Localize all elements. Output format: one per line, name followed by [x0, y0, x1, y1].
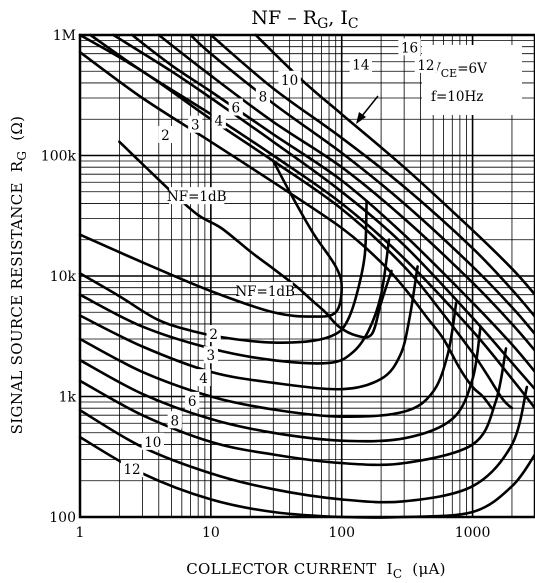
upper-label-bg-14 — [349, 55, 373, 73]
upper-label-bg-12 — [414, 55, 438, 73]
x-tick-label: 100 — [328, 525, 355, 541]
label-12-arrowhead — [356, 112, 366, 124]
y-tick-label: 1k — [59, 390, 77, 406]
lower-label-bg-2 — [206, 325, 221, 343]
lower-label-2: 2 — [209, 327, 218, 343]
upper-label-10: 10 — [281, 73, 298, 89]
lower-label-4: 4 — [199, 371, 208, 387]
lower-label-bg-10 — [141, 432, 164, 450]
lower-label-bg-nf-1db — [237, 282, 293, 300]
y-tick-label: 10k — [50, 269, 77, 285]
upper-label-6: 6 — [231, 101, 240, 117]
lower-label-bg-8 — [167, 411, 182, 429]
lower-label-12: 12 — [123, 462, 140, 478]
x-tick-label: 10 — [202, 525, 220, 541]
upper-label-12: 12 — [417, 58, 434, 74]
lower-curve-2 — [78, 199, 368, 344]
lower-curve-12 — [78, 385, 529, 504]
lower-label-bg-4 — [196, 369, 211, 387]
lower-curve-3 — [78, 238, 391, 365]
chart-title: NF – RG, IC — [251, 7, 358, 32]
freq-condition: f=10Hz — [431, 89, 483, 105]
y-tick-label: 1M — [53, 28, 76, 44]
upper-label-3: 3 — [191, 118, 200, 134]
lower-curve-8 — [78, 325, 482, 443]
upper-label-2: 2 — [161, 128, 170, 144]
upper-curve-14 — [209, 33, 535, 318]
upper-label-bg-nf-1db — [169, 187, 225, 205]
lower-curve-6 — [78, 301, 458, 419]
upper-curve-2 — [78, 50, 493, 410]
lower-label-bg-12 — [120, 460, 144, 478]
upper-curve-12 — [189, 33, 535, 336]
curve-group — [78, 33, 535, 519]
lower-curve-10 — [78, 347, 508, 467]
label-12-pointer — [361, 95, 379, 117]
lower-label-bg-3 — [203, 346, 218, 364]
upper-label-4: 4 — [215, 114, 224, 130]
upper-label-bg-10 — [278, 70, 301, 88]
y-axis-label: SIGNAL SOURCE RESISTANCERG(Ω) — [8, 116, 29, 435]
upper-curve-8 — [130, 33, 535, 374]
upper-label-bg-4 — [211, 111, 226, 129]
x-tick-labels: 1 10 100 1000 — [76, 525, 491, 541]
lower-label-10: 10 — [144, 435, 161, 451]
upper-curve-16 — [254, 33, 535, 296]
upper-label-14: 14 — [352, 57, 369, 73]
upper-label-bg-3 — [188, 115, 203, 133]
y-tick-label: 100k — [41, 149, 77, 165]
lower-label-8: 8 — [170, 413, 179, 429]
lower-label-nf-1db: NF=1dB — [235, 284, 295, 300]
plot-frame — [78, 33, 535, 519]
lower-curve-nf-1db — [78, 159, 343, 318]
x-tick-label: 1 — [76, 525, 85, 541]
y-tick-label: 100 — [49, 510, 76, 526]
upper-label-bg-8 — [255, 87, 271, 105]
y-tick-labels: 100 1k 10k 100k 1M — [41, 28, 77, 526]
upper-label-bg-16 — [398, 38, 421, 56]
lower-label-3: 3 — [207, 348, 216, 364]
lower-label-bg-6 — [185, 391, 200, 409]
upper-curve-4 — [89, 33, 535, 410]
conditions-box — [422, 45, 522, 115]
upper-curve-10 — [157, 33, 535, 352]
upper-curve-6 — [112, 33, 535, 391]
lower-label-6: 6 — [188, 394, 197, 410]
lower-curve-4 — [78, 265, 419, 391]
x-tick-label: 1000 — [455, 525, 491, 541]
upper-label-nf-1db: NF=1dB — [167, 189, 227, 205]
upper-label-bg-6 — [228, 98, 243, 116]
upper-label-16: 16 — [401, 40, 418, 56]
upper-label-bg-2 — [158, 125, 173, 143]
x-axis-label: COLLECTOR CURRENT IC (μA) — [186, 560, 446, 581]
upper-label-8: 8 — [259, 89, 268, 105]
